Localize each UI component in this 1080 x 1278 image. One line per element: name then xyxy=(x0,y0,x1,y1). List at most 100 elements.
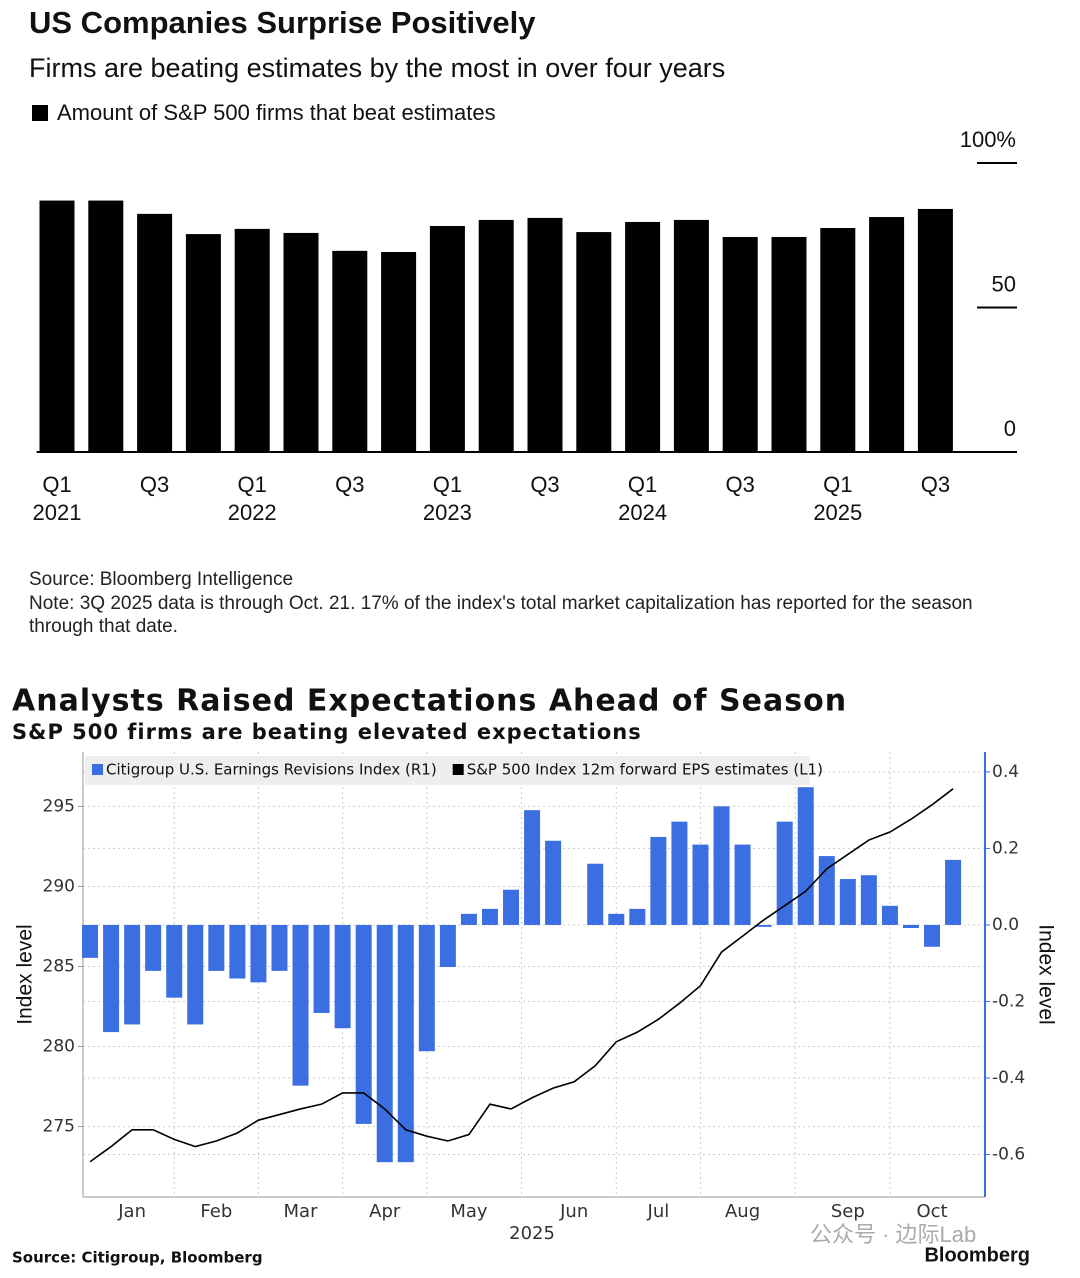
bar xyxy=(587,863,604,925)
bar xyxy=(137,213,173,452)
bar xyxy=(187,924,204,1025)
bar xyxy=(524,810,541,925)
bar xyxy=(818,856,835,925)
bar xyxy=(692,844,709,925)
bar xyxy=(208,924,225,971)
line xyxy=(89,788,954,1163)
bar xyxy=(869,217,905,452)
bar xyxy=(771,236,807,452)
bar xyxy=(722,236,758,452)
y2-tick-label: 0.2 xyxy=(992,838,1019,858)
bar xyxy=(671,821,688,925)
x-tick-label: Apr xyxy=(369,1201,401,1222)
x-group-label: 2024 xyxy=(618,500,667,525)
bar xyxy=(734,844,751,925)
bar xyxy=(527,217,563,452)
x-tick-label: May xyxy=(450,1201,488,1222)
bar xyxy=(478,219,514,452)
bar xyxy=(429,226,465,452)
x-tick-label: Q1 xyxy=(433,472,462,497)
bar xyxy=(902,924,919,929)
bar xyxy=(313,924,330,1013)
x-group-label: 2023 xyxy=(423,500,472,525)
bar xyxy=(332,250,368,452)
bar xyxy=(355,924,372,1124)
bar xyxy=(88,200,124,452)
bar xyxy=(460,913,477,925)
y2-tick-label: -0.2 xyxy=(992,991,1025,1011)
bar xyxy=(283,232,319,452)
y2-tick-label: 0.4 xyxy=(992,762,1019,782)
x-tick-label: Q1 xyxy=(238,472,267,497)
bar xyxy=(271,924,288,971)
bar xyxy=(397,924,414,1163)
y-tick-label: 100% xyxy=(960,127,1016,152)
bar xyxy=(39,200,75,452)
x-tick-label: Mar xyxy=(284,1201,319,1222)
bar xyxy=(820,228,856,452)
bar xyxy=(625,221,661,452)
brand: Bloomberg xyxy=(924,1244,1030,1266)
x-group-label: 2021 xyxy=(33,500,82,525)
bar xyxy=(82,924,99,958)
bar xyxy=(145,924,162,971)
bar xyxy=(881,905,898,925)
y2-tick-label: -0.6 xyxy=(992,1145,1025,1165)
x-tick-label: Q1 xyxy=(628,472,657,497)
source: Source: Bloomberg Intelligence xyxy=(29,569,293,590)
x-tick-label: Jun xyxy=(559,1201,588,1222)
bar xyxy=(103,924,120,1033)
bar xyxy=(650,836,667,925)
bar xyxy=(629,908,646,925)
bar xyxy=(418,924,435,1052)
bar xyxy=(755,924,772,927)
y-tick-label: 290 xyxy=(43,876,75,896)
bar xyxy=(166,924,183,998)
bar xyxy=(860,875,877,925)
x-tick-label: Jan xyxy=(117,1201,146,1222)
y-tick-label: 285 xyxy=(43,956,75,976)
note: Note: 3Q 2025 data is through Oct. 21. 1… xyxy=(29,593,973,637)
chart-title: Analysts Raised Expectations Ahead of Se… xyxy=(12,684,847,719)
x-tick-label: Sep xyxy=(831,1201,865,1222)
bar xyxy=(381,252,417,452)
bar xyxy=(503,889,520,925)
bar xyxy=(229,924,246,979)
bar xyxy=(124,924,141,1025)
chart-subtitle: S&P 500 firms are beating elevated expec… xyxy=(12,720,642,744)
bar xyxy=(250,924,267,983)
y2-axis-label: Index level xyxy=(1034,924,1057,1024)
x-tick-label: Oct xyxy=(916,1201,947,1222)
chart-title: US Companies Surprise Positively xyxy=(29,5,536,40)
legend-swatch xyxy=(32,105,48,121)
x-tick-label: Q1 xyxy=(823,472,852,497)
x-tick-label: Jul xyxy=(647,1201,670,1222)
bar xyxy=(439,924,456,968)
bar xyxy=(292,924,309,1086)
x-tick-label: Q3 xyxy=(726,472,755,497)
bar xyxy=(185,234,221,452)
bar xyxy=(608,913,625,925)
y2-tick-label: -0.4 xyxy=(992,1068,1025,1088)
x-group-label: 2022 xyxy=(228,500,277,525)
y-tick-label: 295 xyxy=(43,796,75,816)
legend-swatch xyxy=(452,764,464,775)
bar xyxy=(713,806,730,925)
y-tick-label: 280 xyxy=(43,1037,75,1057)
x-tick-label: Q3 xyxy=(335,472,364,497)
legend-label: S&P 500 Index 12m forward EPS estimates … xyxy=(467,761,823,779)
y-tick-label: 275 xyxy=(43,1117,75,1137)
bar xyxy=(576,232,612,452)
x-axis-label: 2025 xyxy=(509,1223,555,1244)
bar xyxy=(917,208,953,452)
bar xyxy=(924,924,941,947)
x-tick-label: Q3 xyxy=(921,472,950,497)
bar xyxy=(839,879,856,925)
legend-swatch xyxy=(92,764,103,775)
bar xyxy=(376,924,393,1163)
bar xyxy=(776,821,793,925)
x-group-label: 2025 xyxy=(813,500,862,525)
bar xyxy=(945,859,962,925)
